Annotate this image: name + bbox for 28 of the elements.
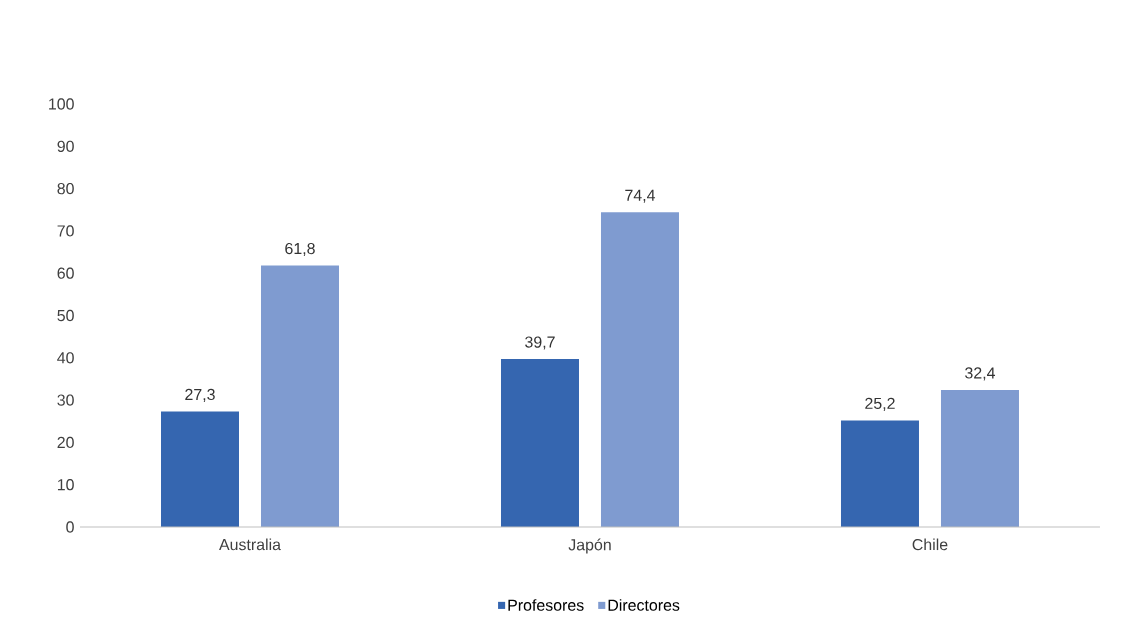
x-tick-label: Chile <box>912 538 948 551</box>
data-label: 39,7 <box>525 336 555 350</box>
bar <box>500 359 579 527</box>
y-tick-label: 0 <box>66 521 74 533</box>
bar <box>840 420 919 527</box>
data-label: 32,4 <box>965 367 996 381</box>
y-tick-label: 60 <box>57 267 74 279</box>
bar <box>261 265 339 527</box>
y-tick-label: 90 <box>57 140 74 152</box>
data-label: 74,4 <box>625 189 656 203</box>
y-tick-label: 20 <box>57 436 74 449</box>
data-label: 25,2 <box>865 397 895 411</box>
y-tick-label: 70 <box>57 225 74 237</box>
x-tick-label: Australia <box>219 538 281 551</box>
y-tick-label: 10 <box>57 479 74 491</box>
legend-label: Profesores <box>508 599 584 611</box>
y-tick-label: 100 <box>49 98 74 110</box>
y-tick-label: 30 <box>57 394 74 406</box>
y-tick-label: 40 <box>57 352 74 364</box>
data-label: 27,3 <box>185 388 215 402</box>
x-tick-label: Japón <box>568 538 611 554</box>
bar <box>940 389 1019 527</box>
bar <box>161 411 239 527</box>
y-tick-label: 80 <box>57 182 74 195</box>
y-tick-label: 50 <box>57 309 74 322</box>
data-label: 61,8 <box>285 242 315 257</box>
legend-label: Directores <box>608 599 680 611</box>
bar <box>600 212 679 527</box>
